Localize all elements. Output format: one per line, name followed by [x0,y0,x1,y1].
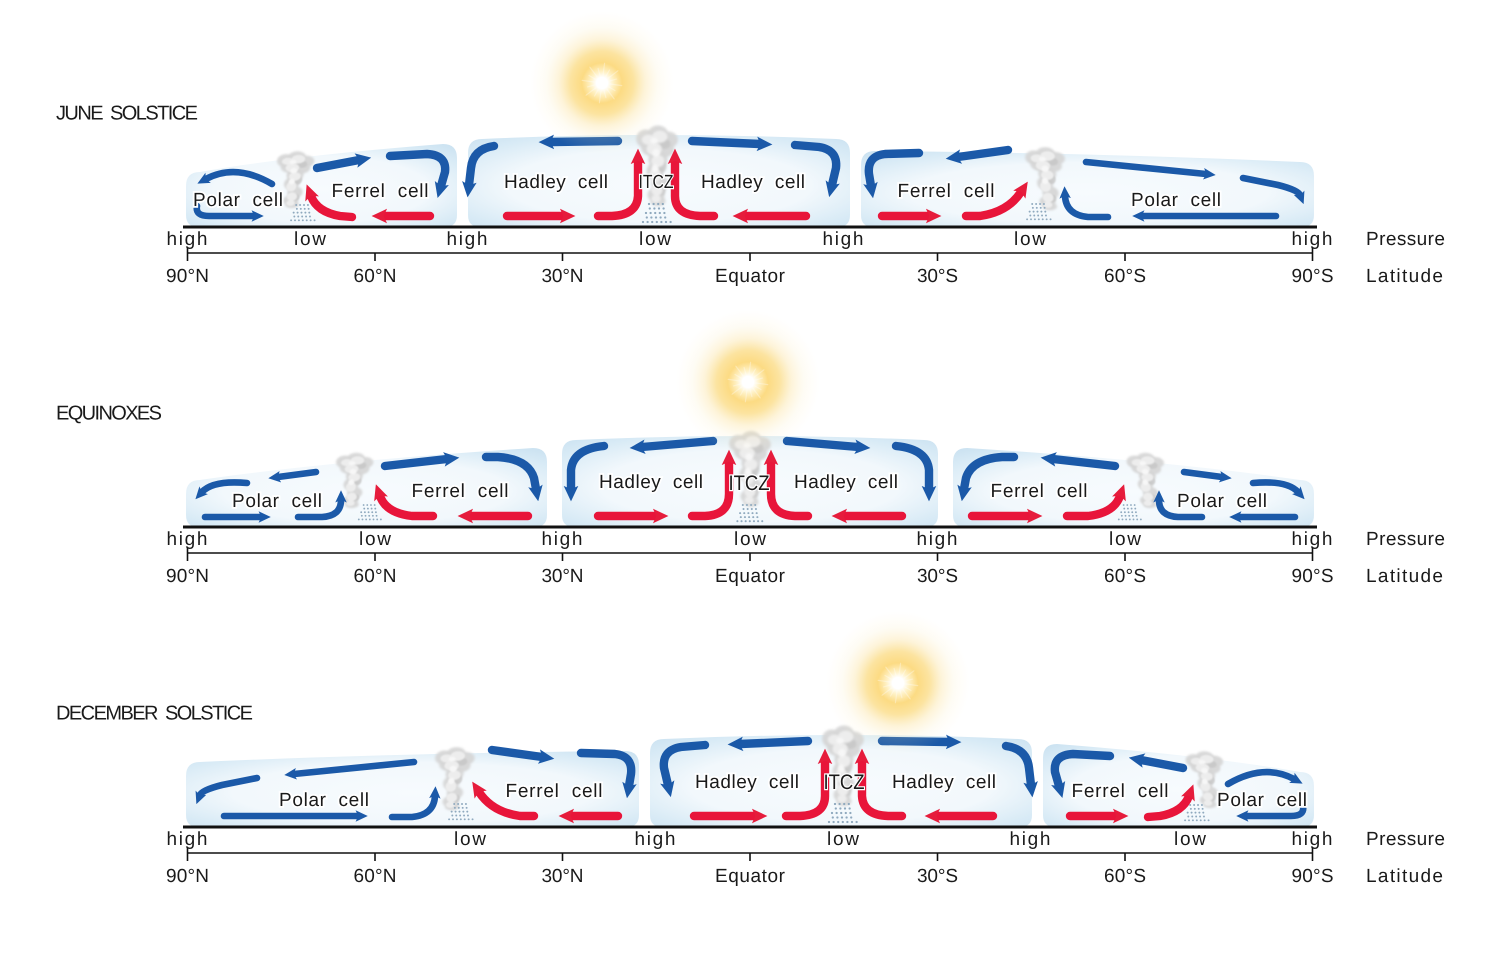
svg-text:60°N: 60°N [354,266,397,287]
svg-text:60°S: 60°S [1104,266,1146,287]
svg-text:low: low [639,229,671,250]
svg-text:30°N: 30°N [542,266,584,287]
svg-text:Polar cell: Polar cell [279,790,369,811]
svg-text:Polar cell: Polar cell [1131,190,1221,211]
svg-text:low: low [294,229,326,250]
svg-text:low: low [359,529,391,550]
svg-text:ITCZ: ITCZ [639,172,674,193]
svg-text:Polar cell: Polar cell [193,190,283,211]
svg-text:Hadley cell: Hadley cell [892,772,996,793]
svg-text:JUNE SOLSTICE: JUNE SOLSTICE [56,103,198,125]
svg-text:60°S: 60°S [1104,566,1146,587]
svg-text:low: low [454,829,486,850]
svg-text:high: high [167,229,208,250]
svg-text:high: high [167,829,208,850]
svg-text:Ferrel cell: Ferrel cell [412,481,509,502]
svg-text:high: high [167,529,208,550]
svg-text:high: high [542,529,583,550]
svg-text:low: low [1109,529,1141,550]
svg-text:Ferrel cell: Ferrel cell [332,181,429,202]
svg-text:low: low [734,529,766,550]
svg-text:low: low [1174,829,1206,850]
svg-text:60°N: 60°N [354,566,397,587]
svg-text:Hadley cell: Hadley cell [504,172,608,193]
svg-text:high: high [1010,829,1051,850]
svg-text:90°S: 90°S [1292,266,1334,287]
svg-text:high: high [1292,229,1333,250]
svg-text:90°S: 90°S [1292,566,1334,587]
svg-text:30°N: 30°N [542,866,584,887]
svg-text:ITCZ: ITCZ [824,771,865,794]
svg-text:30°S: 30°S [917,566,958,587]
svg-text:Pressure: Pressure [1366,829,1445,850]
svg-text:Hadley cell: Hadley cell [695,772,799,793]
svg-text:90°N: 90°N [166,566,209,587]
svg-text:Ferrel cell: Ferrel cell [991,481,1088,502]
svg-text:Polar cell: Polar cell [232,491,322,512]
svg-text:low: low [1014,229,1046,250]
svg-text:Latitude: Latitude [1366,266,1443,287]
svg-text:Equator: Equator [715,866,786,887]
svg-text:60°S: 60°S [1104,866,1146,887]
svg-text:Pressure: Pressure [1366,229,1445,250]
svg-text:high: high [635,829,676,850]
svg-text:90°S: 90°S [1292,866,1334,887]
svg-text:90°N: 90°N [166,866,209,887]
svg-text:ITCZ: ITCZ [729,472,770,495]
svg-text:Hadley cell: Hadley cell [701,172,805,193]
svg-text:30°S: 30°S [917,866,958,887]
svg-text:Polar cell: Polar cell [1217,790,1307,811]
svg-text:Hadley cell: Hadley cell [599,472,703,493]
svg-text:high: high [917,529,958,550]
svg-text:30°N: 30°N [542,566,584,587]
svg-text:60°N: 60°N [354,866,397,887]
svg-text:Ferrel cell: Ferrel cell [898,181,995,202]
svg-text:Equator: Equator [715,566,786,587]
svg-text:Polar cell: Polar cell [1177,491,1267,512]
svg-text:Latitude: Latitude [1366,866,1443,887]
svg-text:Pressure: Pressure [1366,529,1445,550]
svg-text:high: high [447,229,488,250]
svg-text:EQUINOXES: EQUINOXES [56,403,162,425]
svg-text:Ferrel cell: Ferrel cell [1072,781,1169,802]
svg-text:high: high [1292,529,1333,550]
svg-text:low: low [827,829,859,850]
svg-text:Ferrel cell: Ferrel cell [506,781,603,802]
svg-text:90°N: 90°N [166,266,209,287]
svg-text:high: high [823,229,864,250]
svg-text:30°S: 30°S [917,266,958,287]
svg-text:Equator: Equator [715,266,786,287]
svg-text:DECEMBER SOLSTICE: DECEMBER SOLSTICE [56,703,253,725]
svg-text:high: high [1292,829,1333,850]
svg-text:Hadley cell: Hadley cell [794,472,898,493]
svg-text:Latitude: Latitude [1366,566,1443,587]
